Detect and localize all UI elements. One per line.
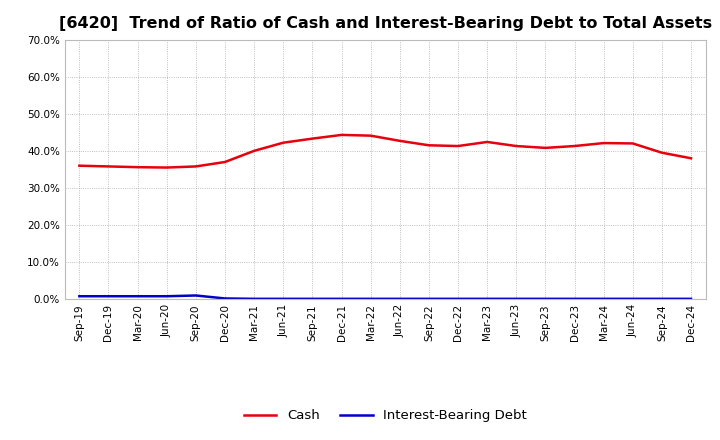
Title: [6420]  Trend of Ratio of Cash and Interest-Bearing Debt to Total Assets: [6420] Trend of Ratio of Cash and Intere… — [58, 16, 712, 32]
Cash — [220, 159, 229, 165]
Cash — [395, 138, 404, 143]
Line: Interest-Bearing Debt: Interest-Bearing Debt — [79, 296, 691, 299]
Cash — [657, 150, 666, 155]
Cash — [163, 165, 171, 170]
Interest-Bearing Debt — [454, 296, 462, 301]
Interest-Bearing Debt — [629, 296, 637, 301]
Interest-Bearing Debt — [657, 296, 666, 301]
Interest-Bearing Debt — [541, 296, 550, 301]
Interest-Bearing Debt — [279, 296, 287, 301]
Cash — [629, 141, 637, 146]
Interest-Bearing Debt — [599, 296, 608, 301]
Cash — [104, 164, 113, 169]
Legend: Cash, Interest-Bearing Debt: Cash, Interest-Bearing Debt — [238, 404, 532, 428]
Interest-Bearing Debt — [395, 296, 404, 301]
Interest-Bearing Debt — [512, 296, 521, 301]
Cash — [250, 148, 258, 154]
Cash — [483, 139, 492, 145]
Cash — [512, 143, 521, 149]
Cash — [366, 133, 375, 138]
Cash — [570, 143, 579, 149]
Line: Cash: Cash — [79, 135, 691, 168]
Interest-Bearing Debt — [483, 296, 492, 301]
Cash — [687, 156, 696, 161]
Cash — [133, 165, 142, 170]
Interest-Bearing Debt — [687, 296, 696, 301]
Interest-Bearing Debt — [104, 293, 113, 299]
Interest-Bearing Debt — [570, 296, 579, 301]
Cash — [337, 132, 346, 138]
Interest-Bearing Debt — [192, 293, 200, 298]
Interest-Bearing Debt — [425, 296, 433, 301]
Cash — [308, 136, 317, 141]
Interest-Bearing Debt — [366, 296, 375, 301]
Interest-Bearing Debt — [250, 296, 258, 301]
Interest-Bearing Debt — [133, 293, 142, 299]
Interest-Bearing Debt — [220, 296, 229, 301]
Cash — [75, 163, 84, 169]
Cash — [192, 164, 200, 169]
Cash — [599, 140, 608, 146]
Interest-Bearing Debt — [75, 293, 84, 299]
Cash — [541, 145, 550, 150]
Interest-Bearing Debt — [337, 296, 346, 301]
Cash — [279, 140, 287, 145]
Interest-Bearing Debt — [163, 293, 171, 299]
Interest-Bearing Debt — [308, 296, 317, 301]
Cash — [425, 143, 433, 148]
Cash — [454, 143, 462, 149]
